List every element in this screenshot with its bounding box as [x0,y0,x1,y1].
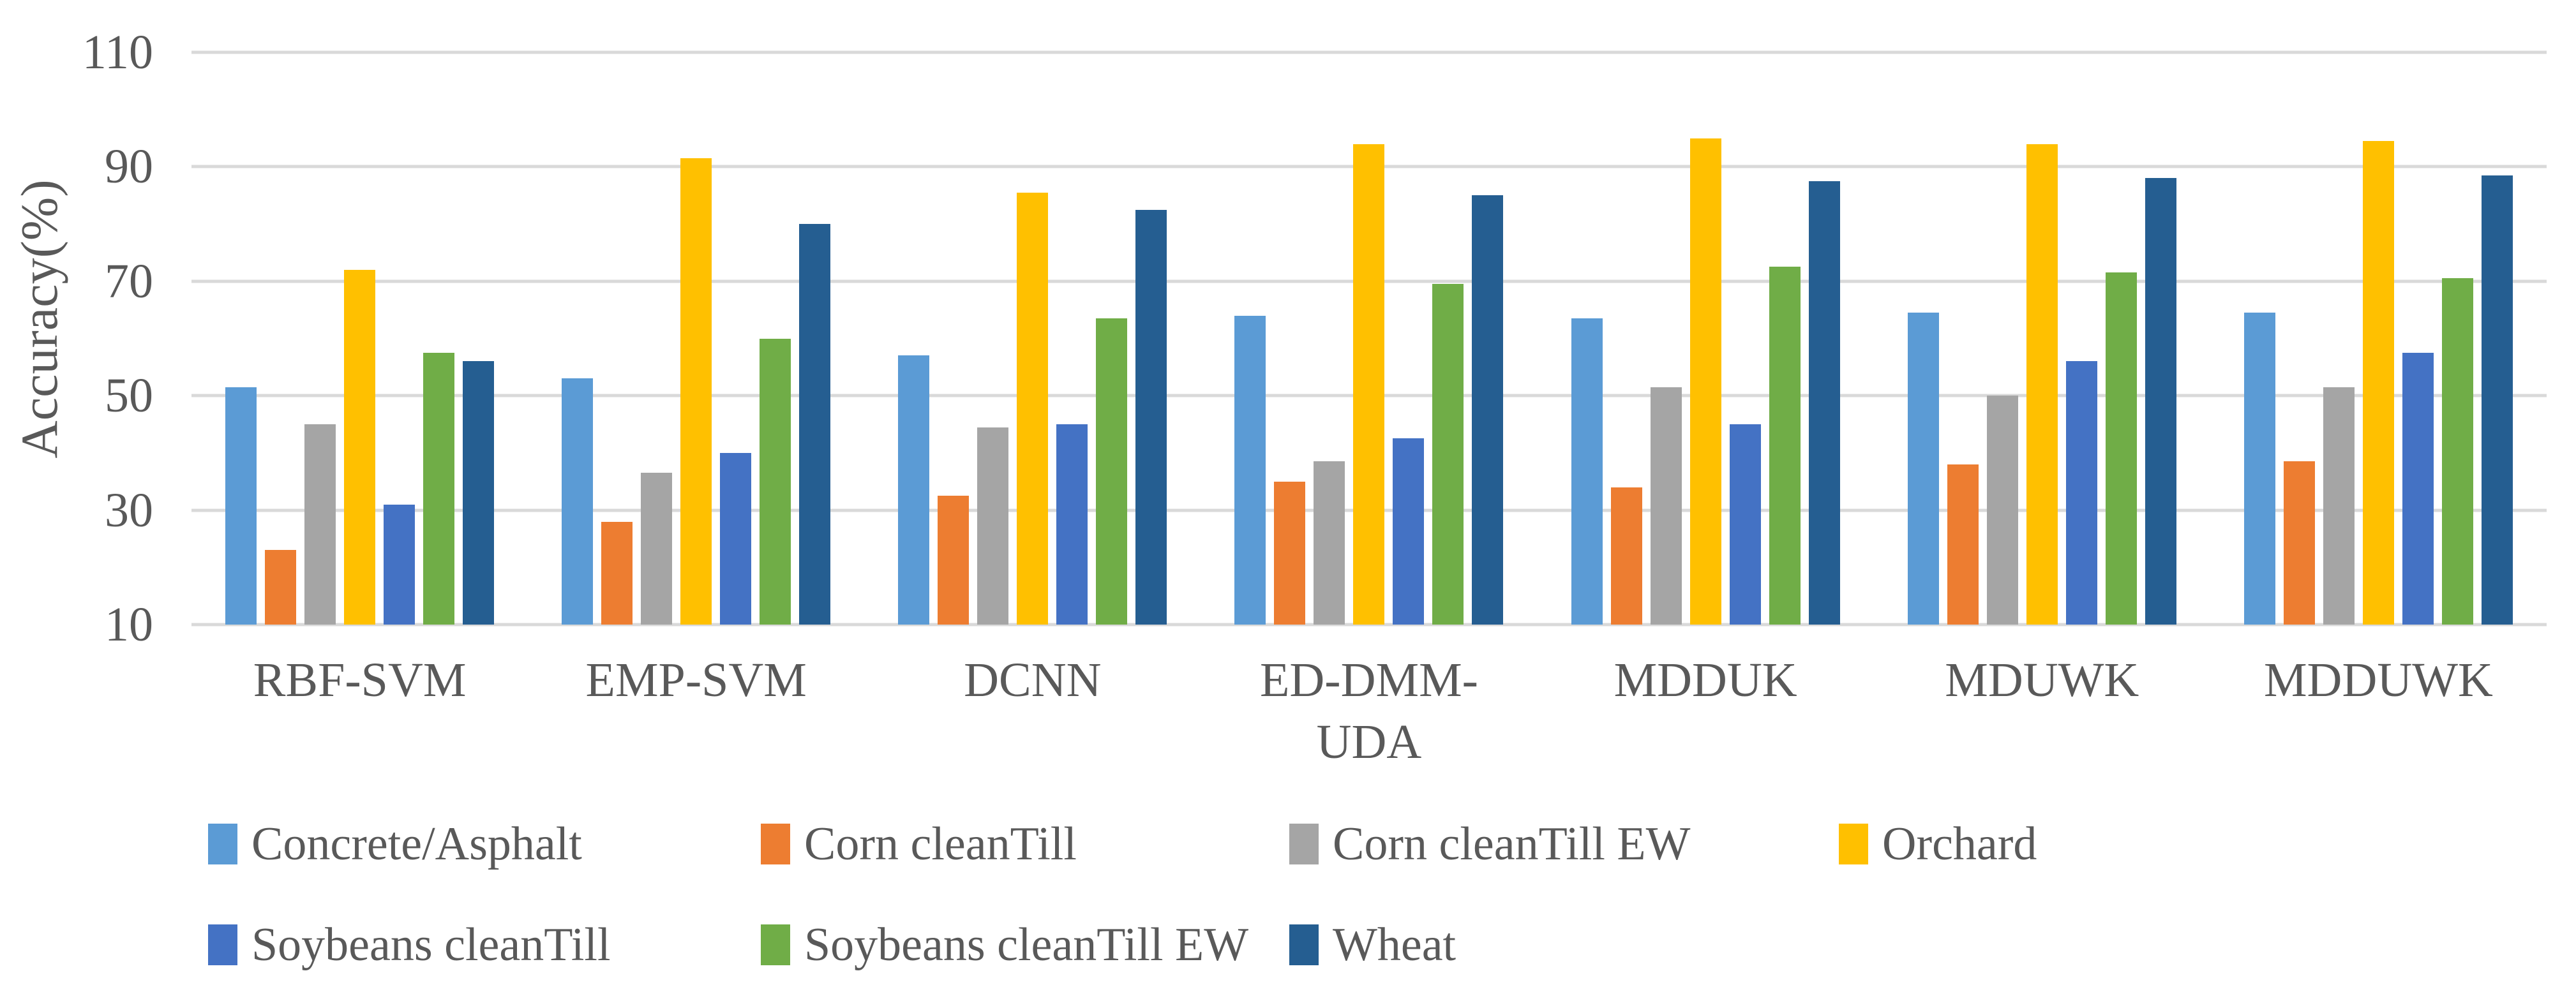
bar-wheat-mduwk [2145,178,2176,625]
bar-soybeans-cleantill-ew-mduwk [2105,272,2137,625]
legend-item-soybeans-cleantill: Soybeans cleanTill [208,916,611,974]
legend-label-wheat: Wheat [1333,919,1456,971]
bar-soybeans-cleantill-ew-emp-svm [760,338,791,625]
bar-corn-cleantill-emp-svm [601,521,633,625]
bar-wheat-rbf-svm [463,361,495,625]
x-label-mdduwk: MDDUWK [2263,653,2493,707]
y-tick-label-10: 10 [105,598,153,651]
y-tick-label-50: 50 [105,369,153,423]
bar-soybeans-cleantill-ew-ed-dmm-uda [1432,284,1464,625]
bar-wheat-mdduwk [2481,175,2513,625]
gridline-110 [191,50,2547,54]
bar-wheat-dcnn [1135,209,1167,625]
legend-label-corn-cleantill-ew: Corn cleanTill EW [1333,818,1691,870]
bar-soybeans-cleantill-ew-rbf-svm [423,352,455,625]
bar-corn-cleantill-mduwk [1947,464,1979,625]
legend-swatch-corn-cleantill-ew [1289,824,1319,864]
x-axis-category-labels: RBF-SVM EMP-SVM DCNN ED-DMM- UDA MDDUK MDUWK M… [191,649,2547,774]
bar-orchard-mdduk [1689,138,1721,625]
bar-orchard-rbf-svm [344,269,376,625]
legend-swatch-soybeans-cleantill-ew [761,924,790,965]
bar-soybeans-cleantill-mdduk [1729,424,1761,625]
bar-group-mduwk [1874,52,2210,625]
bar-corn-cleantill-mdduwk [2283,461,2315,625]
bar-corn-cleantill-dcnn [938,496,970,625]
bar-corn-cleantill-ew-mdduk [1650,387,1682,625]
bar-group-emp-svm [528,52,864,625]
x-label-rbf-svm: RBF-SVM [253,653,467,707]
bar-corn-cleantill-ew-mduwk [1986,396,2018,625]
y-axis-tick-labels: 110 90 70 50 30 10 [0,28,153,649]
bar-corn-cleantill-ew-ed-dmm-uda [1314,461,1345,625]
bar-group-rbf-svm [191,52,528,625]
legend-item-corn-cleantill: Corn cleanTill [761,815,1077,873]
x-label-mduwk: MDUWK [1945,653,2139,707]
bar-group-ed-dmm-uda [1201,52,1537,625]
y-tick-label-90: 90 [105,140,153,194]
bar-wheat-ed-dmm-uda [1472,195,1504,625]
legend-item-soybeans-cleantill-ew: Soybeans cleanTill EW [761,916,1248,974]
legend-swatch-concrete-asphalt [208,824,237,864]
bar-soybeans-cleantill-ew-mdduwk [2441,278,2473,625]
gridline-10 [191,623,2547,626]
bar-group-dcnn [864,52,1201,625]
y-tick-label-70: 70 [105,254,153,308]
bar-soybeans-cleantill-emp-svm [720,452,752,625]
legend-label-soybeans-cleantill-ew: Soybeans cleanTill EW [804,919,1249,971]
legend-item-wheat: Wheat [1289,916,1456,974]
bar-orchard-mduwk [2026,144,2058,625]
bar-soybeans-cleantill-ew-dcnn [1096,318,1128,625]
bar-corn-cleantill-ew-rbf-svm [304,424,336,625]
bar-soybeans-cleantill-dcnn [1056,424,1088,625]
legend-swatch-soybeans-cleantill [208,924,237,965]
bar-corn-cleantill-rbf-svm [265,550,297,625]
legend-swatch-corn-cleantill [761,824,790,864]
bar-corn-cleantill-mdduk [1610,487,1642,625]
bar-corn-cleantill-ed-dmm-uda [1274,481,1306,625]
x-label-mdduk: MDDUK [1614,653,1797,707]
y-tick-label-30: 30 [105,483,153,537]
y-tick-label-110: 110 [82,26,153,79]
bar-soybeans-cleantill-ed-dmm-uda [1393,438,1425,625]
bar-soybeans-cleantill-rbf-svm [384,504,416,625]
bar-corn-cleantill-ew-mdduwk [2323,387,2355,625]
bar-concrete-asphalt-mduwk [1907,313,1939,625]
bar-group-mdduwk [2210,52,2547,625]
x-label-ed-dmm-uda: ED-DMM- UDA [1260,653,1478,769]
bar-orchard-mdduwk [2362,141,2394,625]
legend-label-concrete-asphalt: Concrete/Asphalt [251,818,582,870]
bar-corn-cleantill-ew-dcnn [977,427,1009,625]
bar-orchard-ed-dmm-uda [1353,144,1385,625]
bar-concrete-asphalt-rbf-svm [225,387,257,625]
bar-soybeans-cleantill-ew-mdduk [1769,267,1801,625]
bar-orchard-dcnn [1017,192,1049,625]
legend-item-concrete-asphalt: Concrete/Asphalt [208,815,582,873]
legend-label-corn-cleantill: Corn cleanTill [804,818,1077,870]
x-label-emp-svm: EMP-SVM [585,653,807,707]
legend-item-corn-cleantill-ew: Corn cleanTill EW [1289,815,1690,873]
bar-concrete-asphalt-ed-dmm-uda [1234,315,1266,625]
bar-soybeans-cleantill-mduwk [2065,361,2097,625]
bar-orchard-emp-svm [680,158,712,625]
legend-swatch-orchard [1839,824,1868,864]
legend-item-orchard: Orchard [1839,815,2037,873]
bar-corn-cleantill-ew-emp-svm [641,473,673,625]
bar-concrete-asphalt-emp-svm [562,378,594,625]
bar-groups [191,52,2547,625]
bar-wheat-emp-svm [799,224,831,625]
bar-concrete-asphalt-dcnn [898,355,930,625]
bar-soybeans-cleantill-mdduwk [2402,352,2434,625]
x-label-dcnn: DCNN [964,653,1102,707]
legend-label-soybeans-cleantill: Soybeans cleanTill [251,919,611,971]
bar-concrete-asphalt-mdduk [1571,318,1603,625]
legend-swatch-wheat [1289,924,1319,965]
bar-group-mdduk [1538,52,1874,625]
plot-area [191,50,2547,626]
bar-wheat-mdduk [1808,181,1840,625]
legend-label-orchard: Orchard [1882,818,2037,870]
bar-concrete-asphalt-mdduwk [2243,313,2275,625]
